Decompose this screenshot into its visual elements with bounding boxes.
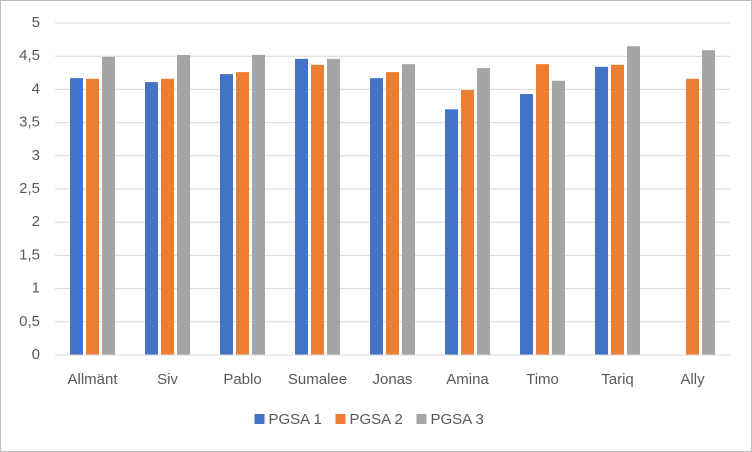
- x-tick-label: Jonas: [372, 371, 412, 388]
- x-tick-label: Ally: [680, 371, 705, 388]
- x-tick-label: Allmänt: [67, 371, 118, 388]
- bar: [86, 78, 99, 355]
- bar: [177, 54, 190, 355]
- y-tick-label: 0: [32, 346, 40, 363]
- legend-swatch: [335, 414, 346, 424]
- legend-label: PGSA 1: [269, 411, 322, 428]
- y-tick-label: 1,5: [19, 246, 40, 263]
- bar: [536, 64, 549, 355]
- bar: [595, 66, 608, 355]
- bar: [252, 54, 265, 355]
- y-tick-label: 2: [32, 213, 40, 230]
- bar: [552, 80, 565, 355]
- bar: [145, 82, 158, 355]
- x-tick-label: Tariq: [601, 371, 634, 388]
- bar: [327, 58, 340, 356]
- x-tick-label: Pablo: [223, 371, 261, 388]
- x-tick-label: Sumalee: [288, 371, 347, 388]
- bar: [370, 78, 383, 355]
- bar: [161, 78, 174, 355]
- x-tick-label: Timo: [526, 371, 559, 388]
- legend-label: PGSA 2: [350, 411, 403, 428]
- bar: [102, 56, 115, 355]
- y-tick-label: 2,5: [19, 180, 40, 197]
- bar: [520, 94, 533, 355]
- bar: [295, 58, 308, 356]
- y-tick-label: 3: [32, 147, 40, 164]
- bar: [477, 68, 490, 355]
- bar: [627, 46, 640, 356]
- bar: [702, 50, 715, 355]
- bar: [311, 64, 324, 355]
- bar: [220, 74, 233, 356]
- bar: [461, 90, 474, 356]
- legend-swatch: [416, 414, 427, 424]
- y-tick-label: 4,5: [19, 47, 40, 64]
- y-tick-label: 3,5: [19, 114, 40, 131]
- legend-swatch: [254, 414, 265, 424]
- y-tick-label: 1: [32, 280, 40, 297]
- bar: [386, 72, 399, 356]
- x-tick-label: Amina: [446, 371, 489, 388]
- bar: [445, 109, 458, 355]
- bar: [686, 78, 699, 355]
- x-tick-label: Siv: [157, 371, 178, 388]
- y-tick-label: 4: [32, 80, 40, 97]
- bar: [611, 64, 624, 355]
- y-tick-label: 5: [32, 14, 40, 31]
- y-tick-label: 0,5: [19, 313, 40, 330]
- bar: [236, 72, 249, 356]
- bar: [402, 64, 415, 355]
- legend-label: PGSA 3: [431, 411, 484, 428]
- bar: [70, 78, 83, 355]
